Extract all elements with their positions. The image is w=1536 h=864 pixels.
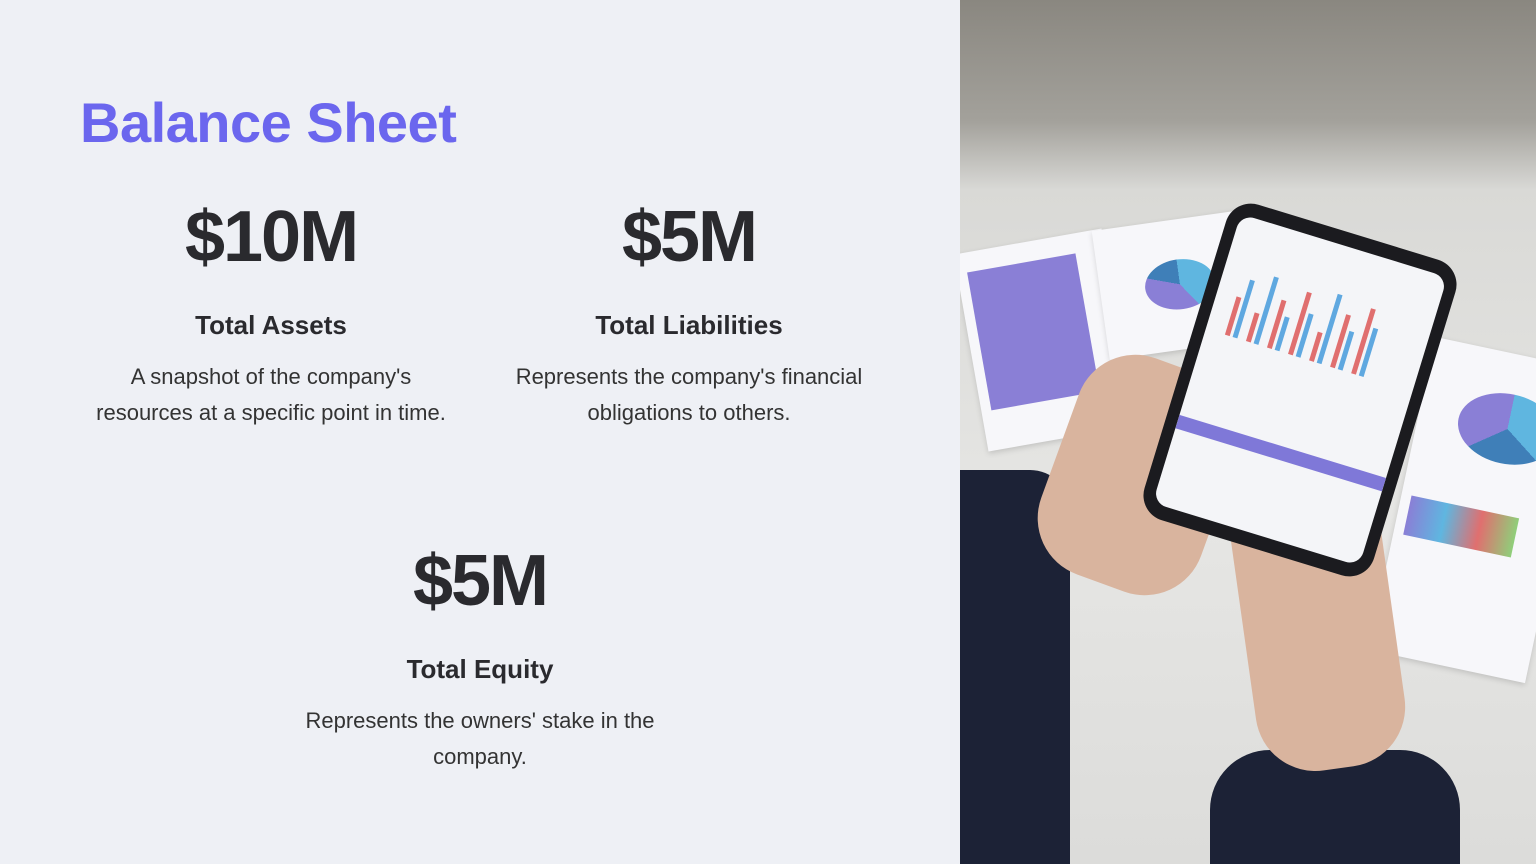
stat-total-liabilities: $5M Total Liabilities Represents the com…	[499, 192, 879, 431]
stat-description: Represents the company's financial oblig…	[515, 364, 863, 425]
stat-value: $5M	[621, 197, 758, 277]
stat-description: A snapshot of the company's resources at…	[96, 364, 446, 425]
stat-label: Total Assets	[195, 310, 347, 340]
hero-photo	[960, 0, 1536, 864]
slide-title: Balance Sheet	[80, 91, 457, 154]
stat-total-assets: $10M Total Assets A snapshot of the comp…	[81, 192, 461, 431]
stat-description: Represents the owners' stake in the comp…	[305, 708, 655, 769]
stat-value: $10M	[184, 197, 359, 277]
stat-label: Total Equity	[406, 654, 554, 684]
stat-total-equity: $5M Total Equity Represents the owners' …	[290, 536, 670, 775]
stat-value: $5M	[412, 541, 549, 621]
sleeve	[1210, 750, 1460, 864]
content-panel: Balance Sheet $10M Total Assets A snapsh…	[80, 91, 879, 775]
phone-bar-chart	[1221, 257, 1420, 387]
stat-label: Total Liabilities	[595, 310, 783, 340]
